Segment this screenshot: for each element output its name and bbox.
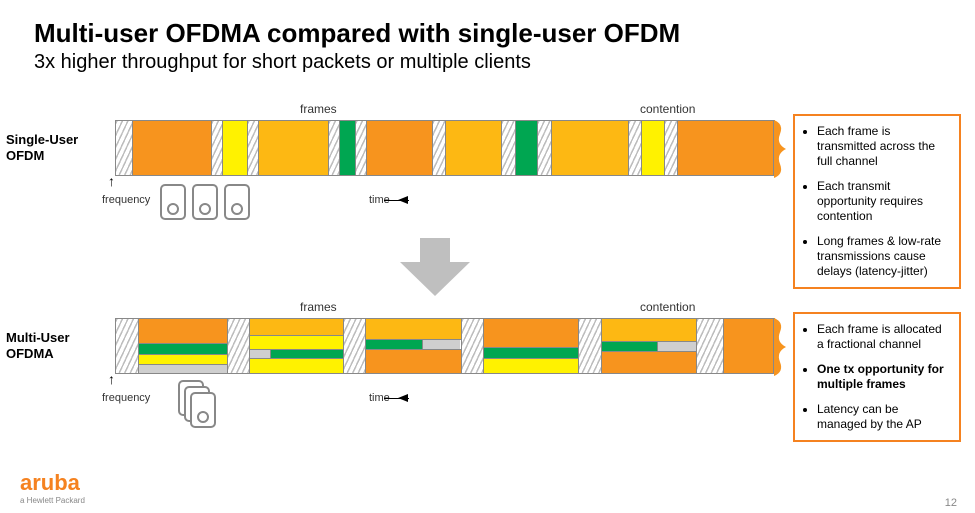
timeline-segment xyxy=(356,121,367,175)
mu-callout-box: Each frame is allocated a fractional cha… xyxy=(793,312,961,442)
timeline-segment xyxy=(139,319,228,373)
contention-label-bottom: contention xyxy=(640,300,695,314)
callout-item: One tx opportunity for multiple frames xyxy=(817,362,951,392)
mu-row-label: Multi-UserOFDMA xyxy=(6,330,106,361)
timeline-segment xyxy=(248,121,259,175)
timeline-segment xyxy=(629,121,643,175)
frames-label-top: frames xyxy=(300,102,337,116)
device-icons-row xyxy=(160,184,250,220)
su-timeline xyxy=(115,120,775,176)
timeline-segment xyxy=(433,121,447,175)
timeline-segment xyxy=(367,121,432,175)
timeline-segment xyxy=(116,121,133,175)
contention-label-top: contention xyxy=(640,102,695,116)
timeline-segment xyxy=(228,319,251,373)
time-label-bottom: time xyxy=(340,392,408,404)
timeline-segment xyxy=(366,319,461,373)
callout-item: Latency can be managed by the AP xyxy=(817,402,951,432)
callout-item: Each frame is transmitted across the ful… xyxy=(817,124,951,169)
timeline-segment xyxy=(446,121,502,175)
su-row-label: Single-UserOFDM xyxy=(6,132,106,163)
timeline-segment xyxy=(462,319,485,373)
timeline-segment xyxy=(552,121,629,175)
logo-subtitle: a Hewlett Packard xyxy=(20,496,85,505)
timeline-segment xyxy=(223,121,248,175)
timeline-segment xyxy=(340,121,356,175)
frequency-label-top: frequency xyxy=(102,194,150,206)
callout-item: Each frame is allocated a fractional cha… xyxy=(817,322,951,352)
time-label-top: time xyxy=(340,194,408,206)
timeline-segment xyxy=(642,121,665,175)
timeline-segment xyxy=(697,319,724,373)
frames-label-bottom: frames xyxy=(300,300,337,314)
timeline-segment xyxy=(250,319,343,373)
freq-arrow-icon-top: ↑ xyxy=(108,174,115,188)
timeline-segment xyxy=(602,319,697,373)
aruba-logo: aruba a Hewlett Packard xyxy=(20,470,85,505)
slide-subtitle: 3x higher throughput for short packets o… xyxy=(0,51,975,74)
timeline-segment xyxy=(538,121,552,175)
page-number: 12 xyxy=(945,497,957,509)
phone-icon xyxy=(160,184,186,220)
timeline-segment xyxy=(259,121,329,175)
timeline-segment xyxy=(212,121,223,175)
phone-icon xyxy=(192,184,218,220)
mu-timeline xyxy=(115,318,775,374)
timeline-segment xyxy=(502,121,516,175)
su-callout-box: Each frame is transmitted across the ful… xyxy=(793,114,961,289)
phone-icon xyxy=(224,184,250,220)
timeline-segment xyxy=(329,121,340,175)
timeline-segment xyxy=(579,319,602,373)
frequency-label-bottom: frequency xyxy=(102,392,150,404)
timeline-segment xyxy=(116,319,139,373)
logo-brand: aruba xyxy=(20,470,85,496)
phone-icon xyxy=(190,392,216,428)
freq-arrow-icon-bottom: ↑ xyxy=(108,372,115,386)
slide-title: Multi-user OFDMA compared with single-us… xyxy=(0,0,975,51)
timeline-segment xyxy=(665,121,679,175)
timeline-segment xyxy=(724,319,774,373)
down-arrow-icon xyxy=(400,238,470,301)
callout-item: Each transmit opportunity requires conte… xyxy=(817,179,951,224)
timeline-segment xyxy=(344,319,367,373)
timeline-segment xyxy=(678,121,774,175)
timeline-segment xyxy=(516,121,539,175)
callout-item: Long frames & low-rate transmissions cau… xyxy=(817,234,951,279)
device-icons-stack xyxy=(178,380,220,430)
timeline-segment xyxy=(133,121,212,175)
timeline-segment xyxy=(484,319,579,373)
